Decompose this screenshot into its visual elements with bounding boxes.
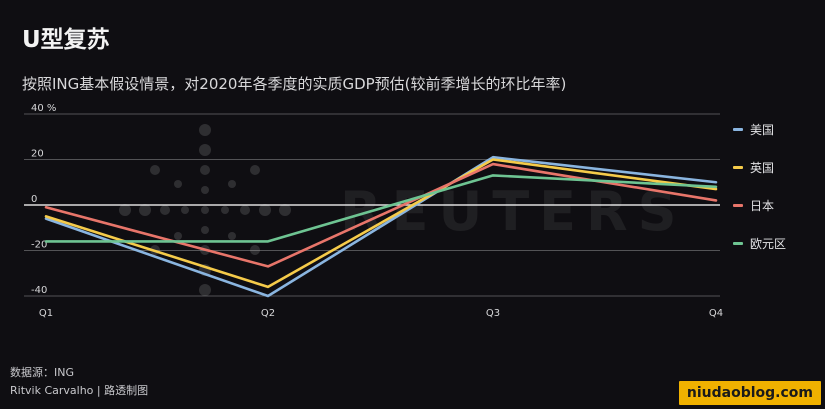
y-tick-label: -20 (31, 240, 47, 251)
source-note: 数据源：ING (10, 366, 74, 379)
legend-label: 日本 (750, 198, 775, 213)
x-tick-label: Q1 (39, 308, 53, 319)
series-line (44, 158, 718, 289)
legend-label: 英国 (750, 160, 775, 175)
legend-item: 欧元区 (733, 234, 786, 252)
legend-item: 日本 (733, 196, 774, 214)
line-chart: 40 % 20 0 -20 -40 Q1 Q2 Q3 Q4 (24, 103, 723, 319)
x-tick-label: Q2 (261, 308, 275, 319)
legend-swatch (733, 165, 743, 169)
author-credit: Ritvik Carvalho | 路透制图 (10, 384, 149, 397)
legend-swatch (733, 241, 743, 245)
legend-swatch (733, 203, 743, 207)
legend-item: 英国 (733, 158, 774, 176)
legend-swatch (733, 127, 743, 131)
legend-label: 欧元区 (750, 236, 787, 251)
y-tick-label: 0 (31, 194, 37, 205)
y-tick-label: 20 (31, 149, 44, 160)
site-watermark: niudaoblog.com (678, 381, 821, 405)
x-tick-label: Q3 (486, 308, 500, 319)
series-line (44, 155, 718, 298)
legend-item: 美国 (733, 120, 774, 138)
chart-title: U型复苏 (22, 27, 110, 53)
x-tick-label: Q4 (709, 308, 723, 319)
series-line (44, 162, 718, 268)
series-line (44, 174, 718, 243)
y-tick-label: -40 (31, 285, 47, 296)
reuters-brand-watermark: REUTERS (340, 180, 687, 243)
legend-label: 美国 (750, 122, 775, 137)
chart-subtitle: 按照ING基本假设情景，对2020年各季度的实质GDP预估(较前季增长的环比年率… (22, 75, 567, 93)
y-tick-label: 40 % (31, 103, 56, 114)
